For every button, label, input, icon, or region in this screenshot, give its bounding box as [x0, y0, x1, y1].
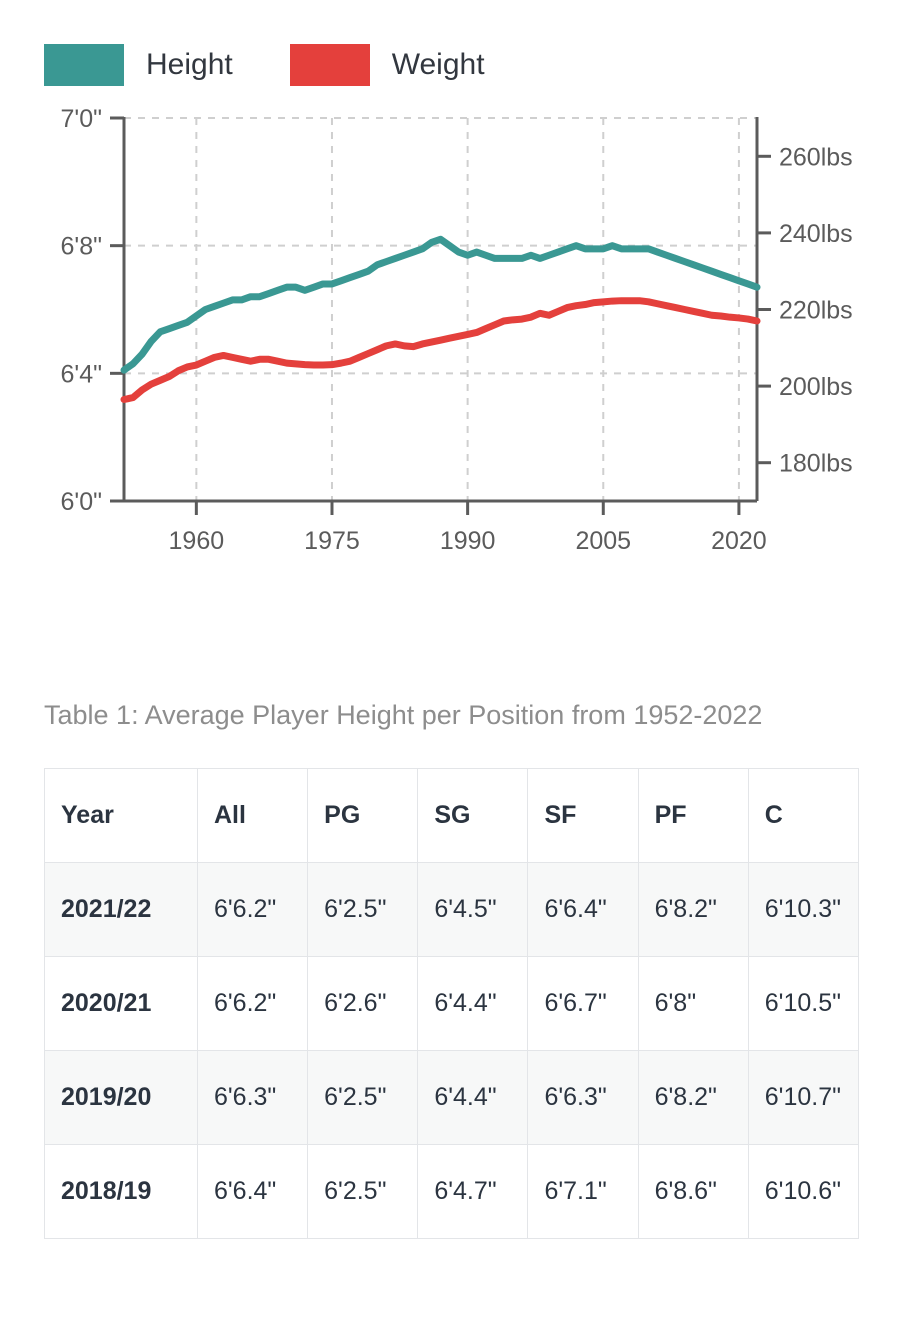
cell-sg: 6'4.4"	[417, 956, 529, 1052]
tick-label-left: 6'8"	[61, 233, 102, 261]
legend-label-weight: Weight	[391, 48, 485, 81]
chart-series-lines	[120, 235, 761, 403]
legend-swatch-weight-icon	[289, 44, 370, 86]
cell-sg: 6'4.4"	[417, 1050, 529, 1146]
tick-label-left: 6'0"	[61, 488, 102, 516]
cell-year: 2018/19	[44, 1144, 198, 1240]
tick-label-right: 240lbs	[779, 220, 853, 248]
tick-label-right: 180lbs	[779, 450, 853, 478]
tick-label-bottom: 2020	[711, 527, 767, 555]
player-height-table: Year All PG SG SF PF C 2021/22 6'6.2" 6'2.…	[44, 768, 860, 1240]
chart-canvas: 6'0" 6'4" 6'8" 7'0" 180lbs 200lbs 220lbs 240lbs…	[61, 108, 853, 555]
cell-pf: 6'8.2"	[637, 1050, 749, 1146]
table-body: 2021/22 6'6.2" 6'2.5" 6'4.5" 6'6.4" 6'8.2" 6'1…	[44, 862, 860, 1240]
cell-c: 6'10.6"	[747, 1144, 860, 1240]
tick-label-bottom: 1960	[169, 527, 225, 555]
legend-swatch-height-icon	[44, 44, 124, 86]
tick-label-right: 260lbs	[779, 143, 853, 171]
cell-all: 6'6.2"	[196, 862, 309, 958]
height-weight-line-chart: 6'0" 6'4" 6'8" 7'0" 180lbs 200lbs 220lbs 240lbs…	[0, 108, 904, 578]
series-line-weight	[120, 297, 761, 403]
column-header-c: C	[747, 768, 860, 864]
tick-label-right: 220lbs	[779, 297, 853, 325]
cell-year: 2019/20	[44, 1050, 198, 1146]
column-header-sf: SF	[527, 768, 639, 864]
cell-pg: 6'2.6"	[307, 956, 419, 1052]
tick-label-left: 7'0"	[61, 108, 102, 133]
cell-all: 6'6.2"	[196, 956, 309, 1052]
cell-all: 6'6.4"	[196, 1144, 309, 1240]
series-line-height	[120, 235, 761, 374]
table-row: 2020/21 6'6.2" 6'2.6" 6'4.4" 6'6.7" 6'8" 6'10.…	[44, 956, 860, 1052]
chart-axes	[110, 116, 771, 515]
cell-sf: 6'6.7"	[527, 956, 639, 1052]
cell-pf: 6'8.2"	[637, 862, 749, 958]
cell-sg: 6'4.5"	[417, 862, 529, 958]
cell-sf: 6'7.1"	[527, 1144, 639, 1240]
cell-all: 6'6.3"	[196, 1050, 309, 1146]
table-row: 2021/22 6'6.2" 6'2.5" 6'4.5" 6'6.4" 6'8.2" 6'1…	[44, 862, 860, 958]
cell-pf: 6'8"	[637, 956, 749, 1052]
cell-sf: 6'6.3"	[527, 1050, 639, 1146]
cell-pg: 6'2.5"	[307, 1050, 419, 1146]
cell-c: 6'10.7"	[747, 1050, 860, 1146]
cell-pg: 6'2.5"	[307, 1144, 419, 1240]
tick-label-right: 200lbs	[779, 373, 853, 401]
tick-label-left: 6'4"	[61, 360, 102, 388]
legend-item-height: Height	[44, 44, 233, 86]
column-header-sg: SG	[417, 768, 529, 864]
column-header-year: Year	[44, 768, 198, 864]
table-header: Year All PG SG SF PF C	[44, 768, 860, 864]
tick-label-bottom: 1975	[304, 527, 360, 555]
cell-pg: 6'2.5"	[307, 862, 419, 958]
cell-pf: 6'8.6"	[637, 1144, 749, 1240]
column-header-pf: PF	[637, 768, 749, 864]
cell-sf: 6'6.4"	[527, 862, 639, 958]
legend-label-height: Height	[146, 48, 233, 81]
tick-label-bottom: 1990	[440, 527, 496, 555]
column-header-all: All	[196, 768, 309, 864]
table-row: 2019/20 6'6.3" 6'2.5" 6'4.4" 6'6.3" 6'8.2" 6'1…	[44, 1050, 860, 1146]
cell-c: 6'10.3"	[747, 862, 860, 958]
cell-sg: 6'4.7"	[417, 1144, 529, 1240]
table-header-row: Year All PG SG SF PF C	[44, 768, 860, 864]
table-container: Year All PG SG SF PF C 2021/22 6'6.2" 6'2.…	[44, 768, 860, 1240]
cell-year: 2020/21	[44, 956, 198, 1052]
legend-item-weight: Weight	[289, 44, 485, 86]
chart-legend: Height Weight	[0, 0, 904, 86]
column-header-pg: PG	[307, 768, 419, 864]
cell-c: 6'10.5"	[747, 956, 860, 1052]
table-row: 2018/19 6'6.4" 6'2.5" 6'4.7" 6'7.1" 6'8.6" 6'1…	[44, 1144, 860, 1240]
cell-year: 2021/22	[44, 862, 198, 958]
table-caption: Table 1: Average Player Height per Posit…	[44, 700, 763, 730]
tick-label-bottom: 2005	[575, 527, 631, 555]
chart-tick-labels: 6'0" 6'4" 6'8" 7'0" 180lbs 200lbs 220lbs 240lbs…	[61, 108, 853, 555]
chart-gridlines	[124, 117, 757, 501]
